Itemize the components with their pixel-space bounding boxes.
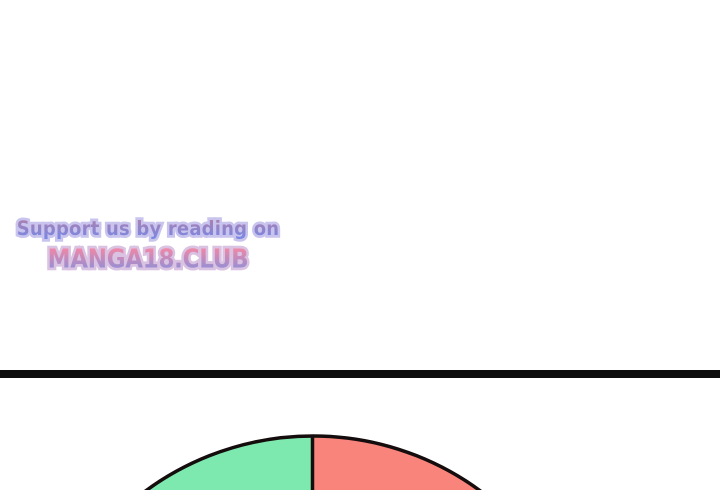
watermark-line1-halo: Support us by reading on xyxy=(12,213,284,246)
watermark-line1: Support us by reading on Support us by r… xyxy=(12,213,284,246)
pie-left-half xyxy=(147,436,479,490)
watermark-site-name: MANGA18.CLUB MANGA18.CLUB xyxy=(12,242,284,277)
watermark-site-name-text: MANGA18.CLUB xyxy=(47,245,249,275)
site-watermark: Support us by reading on Support us by r… xyxy=(12,213,284,278)
pie-outline xyxy=(144,434,482,490)
watermark-site-name-halo: MANGA18.CLUB xyxy=(12,242,284,277)
panel-divider-bar xyxy=(0,370,720,378)
watermark-line1-text: Support us by reading on xyxy=(16,217,280,241)
pie-right-half xyxy=(313,436,479,490)
